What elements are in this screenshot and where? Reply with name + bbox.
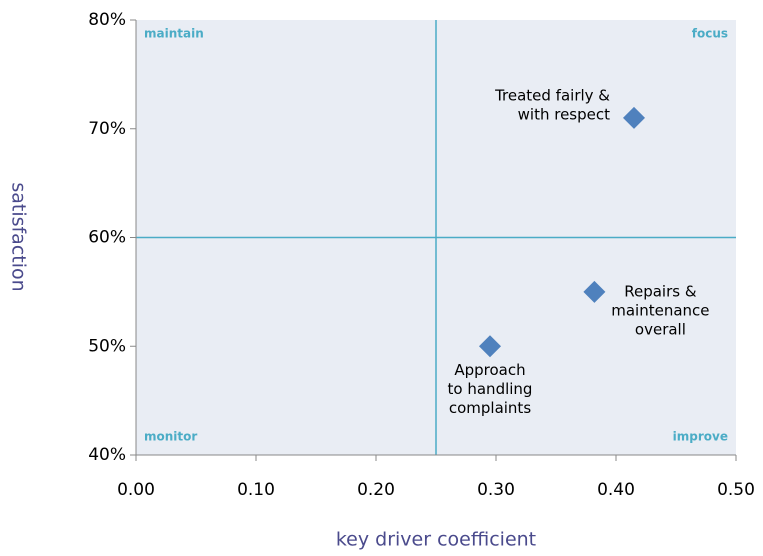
x-tick-label: 0.40 — [597, 480, 635, 500]
x-tick-label: 0.20 — [357, 480, 395, 500]
quadrant-label: improve — [673, 430, 728, 444]
point-label: Treated fairly & — [494, 86, 610, 104]
y-tick-label: 40% — [88, 445, 126, 465]
point-label: complaints — [449, 399, 531, 417]
point-label: with respect — [518, 105, 610, 123]
x-tick-label: 0.10 — [237, 480, 275, 500]
point — [623, 106, 645, 129]
x-tick-label: 0.00 — [117, 480, 155, 500]
point — [479, 335, 501, 358]
y-tick-label: 50% — [88, 336, 126, 356]
x-axis-title: key driver coefficient — [336, 529, 536, 551]
point-label: Approach — [454, 361, 525, 379]
quadrant-label: focus — [692, 27, 728, 41]
point-label: overall — [635, 320, 686, 338]
x-tick-label: 0.50 — [717, 480, 755, 500]
point-label: maintenance — [611, 301, 709, 319]
y-tick-label: 70% — [88, 119, 126, 139]
quadrant-label: maintain — [144, 27, 204, 41]
point-label: Repairs & — [624, 282, 697, 300]
y-tick-label: 60% — [88, 228, 126, 248]
point — [583, 280, 606, 303]
point-label: to handling — [448, 380, 533, 398]
x-tick-label: 0.30 — [477, 480, 515, 500]
y-axis-title: satisfaction — [8, 182, 30, 291]
quadrant-label: monitor — [144, 430, 197, 444]
y-tick-label: 80% — [88, 10, 126, 30]
